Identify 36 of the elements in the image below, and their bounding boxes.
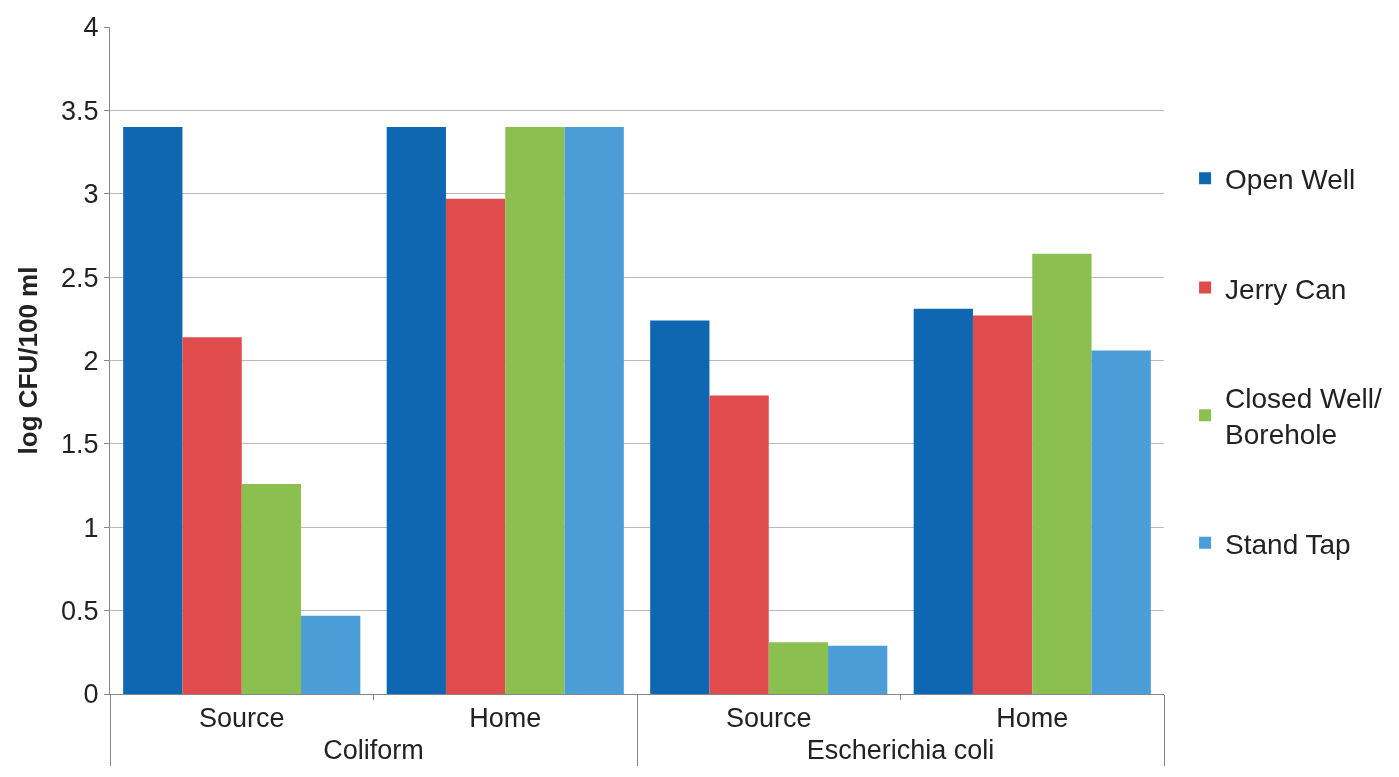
bar	[709, 395, 769, 694]
bar	[1091, 350, 1151, 694]
x-tick-label: Home	[469, 703, 542, 734]
bar	[301, 615, 361, 694]
y-axis-title: log CFU/100 ml	[13, 266, 44, 455]
bar	[564, 127, 624, 694]
bar	[828, 645, 888, 694]
text: Escherichia coli	[806, 735, 995, 766]
bar	[913, 308, 973, 694]
x-tick-label: Source	[198, 703, 285, 734]
y-tick-label: 3.5	[61, 95, 99, 126]
y-tick-label: 0.5	[61, 596, 99, 627]
y-tick-label: 1.5	[61, 429, 99, 460]
bar	[1032, 253, 1092, 694]
x-tick-label: Source	[725, 703, 812, 734]
bar	[972, 315, 1033, 694]
bar	[650, 320, 710, 694]
bar	[182, 337, 242, 694]
legend-label: Closed Well/ Borehole	[1225, 382, 1382, 451]
bar	[505, 127, 565, 694]
y-tick-label: 0	[83, 679, 99, 710]
bar	[123, 127, 183, 694]
bar	[386, 127, 446, 694]
bar	[768, 642, 829, 694]
y-tick-label: 2.5	[61, 262, 99, 293]
text: Coliform	[323, 735, 424, 766]
legend-label: Jerry Can	[1225, 273, 1347, 305]
y-tick-label: 1	[83, 512, 99, 543]
y-tick-label: 2	[83, 345, 99, 376]
bar	[445, 198, 506, 694]
x-tick-label: Home	[996, 703, 1069, 734]
bar	[241, 483, 302, 694]
legend-label: Stand Tap	[1225, 528, 1351, 560]
y-tick-label: 3	[83, 179, 99, 210]
y-tick-label: 4	[83, 12, 99, 43]
legend-label: Open Well	[1225, 164, 1356, 196]
